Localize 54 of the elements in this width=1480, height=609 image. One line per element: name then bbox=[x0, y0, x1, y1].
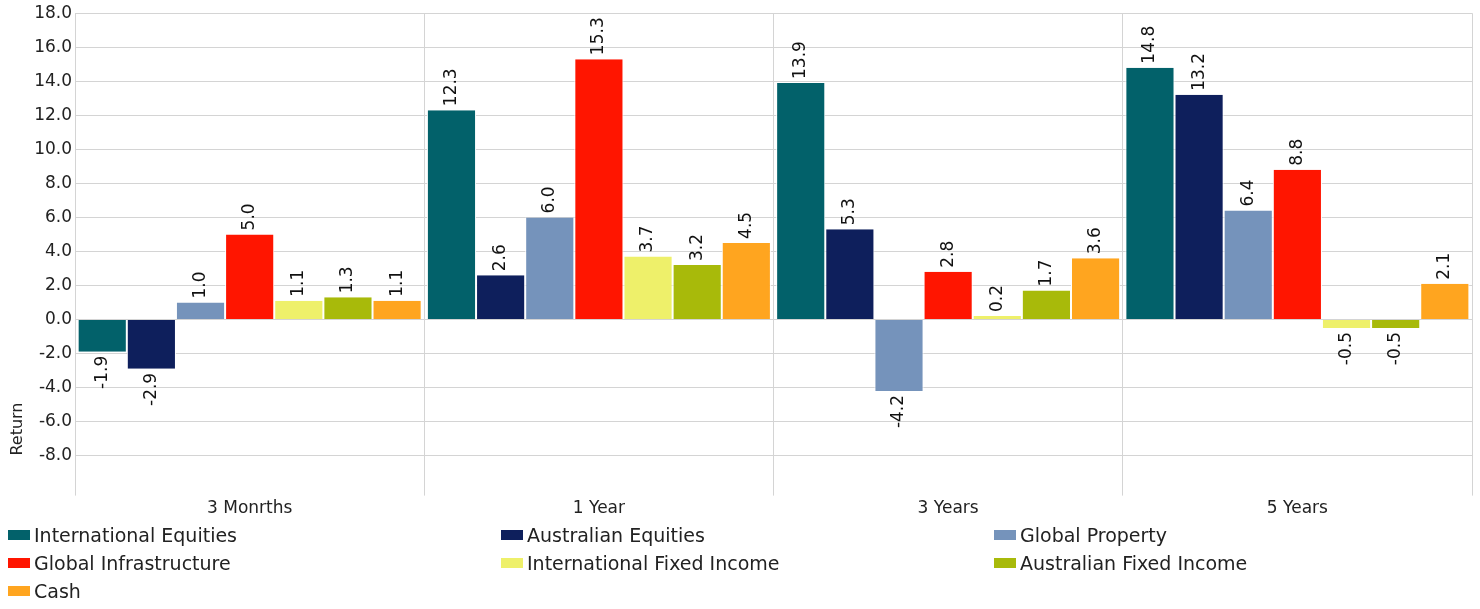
data-label: 0.2 bbox=[985, 285, 1006, 313]
y-tick-label: -2.0 bbox=[38, 341, 73, 362]
legend-label: Global Infrastructure bbox=[34, 552, 231, 574]
data-label: 2.1 bbox=[1433, 252, 1454, 280]
y-tick-label: 18.0 bbox=[34, 1, 73, 22]
y-tick-label: 2.0 bbox=[45, 273, 73, 294]
y-tick-label: 4.0 bbox=[45, 239, 73, 260]
data-label: 1.7 bbox=[1034, 259, 1055, 287]
legend-label: International Equities bbox=[34, 524, 238, 546]
data-label: -2.9 bbox=[139, 372, 160, 406]
y-tick-label: -8.0 bbox=[38, 444, 73, 465]
data-label: -0.5 bbox=[1384, 331, 1405, 366]
y-tick-label: -4.0 bbox=[38, 375, 73, 396]
data-label: 15.3 bbox=[587, 17, 608, 56]
data-label: 6.0 bbox=[538, 186, 559, 214]
y-tick-label: 14.0 bbox=[34, 69, 73, 90]
legend-label: Australian Equities bbox=[527, 524, 705, 546]
data-label: 3.6 bbox=[1083, 227, 1104, 255]
data-label: 13.9 bbox=[789, 41, 810, 79]
data-label: 14.8 bbox=[1138, 25, 1159, 64]
data-label: 1.3 bbox=[336, 266, 357, 294]
y-tick-label: 16.0 bbox=[34, 35, 73, 56]
data-label: 3.7 bbox=[636, 225, 657, 253]
x-tick-label: 1 Year bbox=[572, 497, 626, 518]
y-tick-label: 10.0 bbox=[34, 137, 73, 158]
data-label: 4.5 bbox=[734, 211, 755, 239]
y-tick-label: 0.0 bbox=[45, 307, 73, 328]
data-label: 12.3 bbox=[439, 68, 460, 107]
legend-label: Australian Fixed Income bbox=[1020, 552, 1248, 574]
data-label: 1.1 bbox=[287, 269, 308, 297]
y-tick-label: 8.0 bbox=[45, 171, 73, 192]
data-label: 2.8 bbox=[936, 240, 957, 268]
data-label: 3.2 bbox=[685, 233, 706, 262]
legend-label: Global Property bbox=[1020, 524, 1168, 546]
data-label: 2.6 bbox=[489, 244, 510, 272]
data-label: -1.9 bbox=[90, 355, 111, 389]
data-label: 8.8 bbox=[1285, 138, 1306, 166]
data-label: -4.2 bbox=[887, 394, 908, 429]
data-label: 1.1 bbox=[385, 269, 406, 297]
x-tick-label: 3 Years bbox=[917, 497, 979, 518]
data-label: 13.2 bbox=[1187, 53, 1208, 91]
data-label: 5.0 bbox=[238, 203, 259, 231]
x-tick-label: 3 Monrths bbox=[206, 497, 293, 518]
y-axis-title: Return bbox=[6, 402, 26, 456]
data-label: -0.5 bbox=[1334, 331, 1355, 366]
legend-label: Cash bbox=[34, 580, 81, 602]
legend-label: International Fixed Income bbox=[527, 552, 780, 574]
y-tick-label: 6.0 bbox=[45, 205, 73, 226]
data-label: 1.0 bbox=[188, 271, 209, 299]
data-label: 6.4 bbox=[1236, 179, 1257, 207]
y-tick-label: -6.0 bbox=[38, 409, 73, 430]
y-tick-label: 12.0 bbox=[34, 103, 73, 124]
data-label: 5.3 bbox=[838, 198, 859, 226]
x-tick-label: 5 Years bbox=[1266, 497, 1329, 518]
